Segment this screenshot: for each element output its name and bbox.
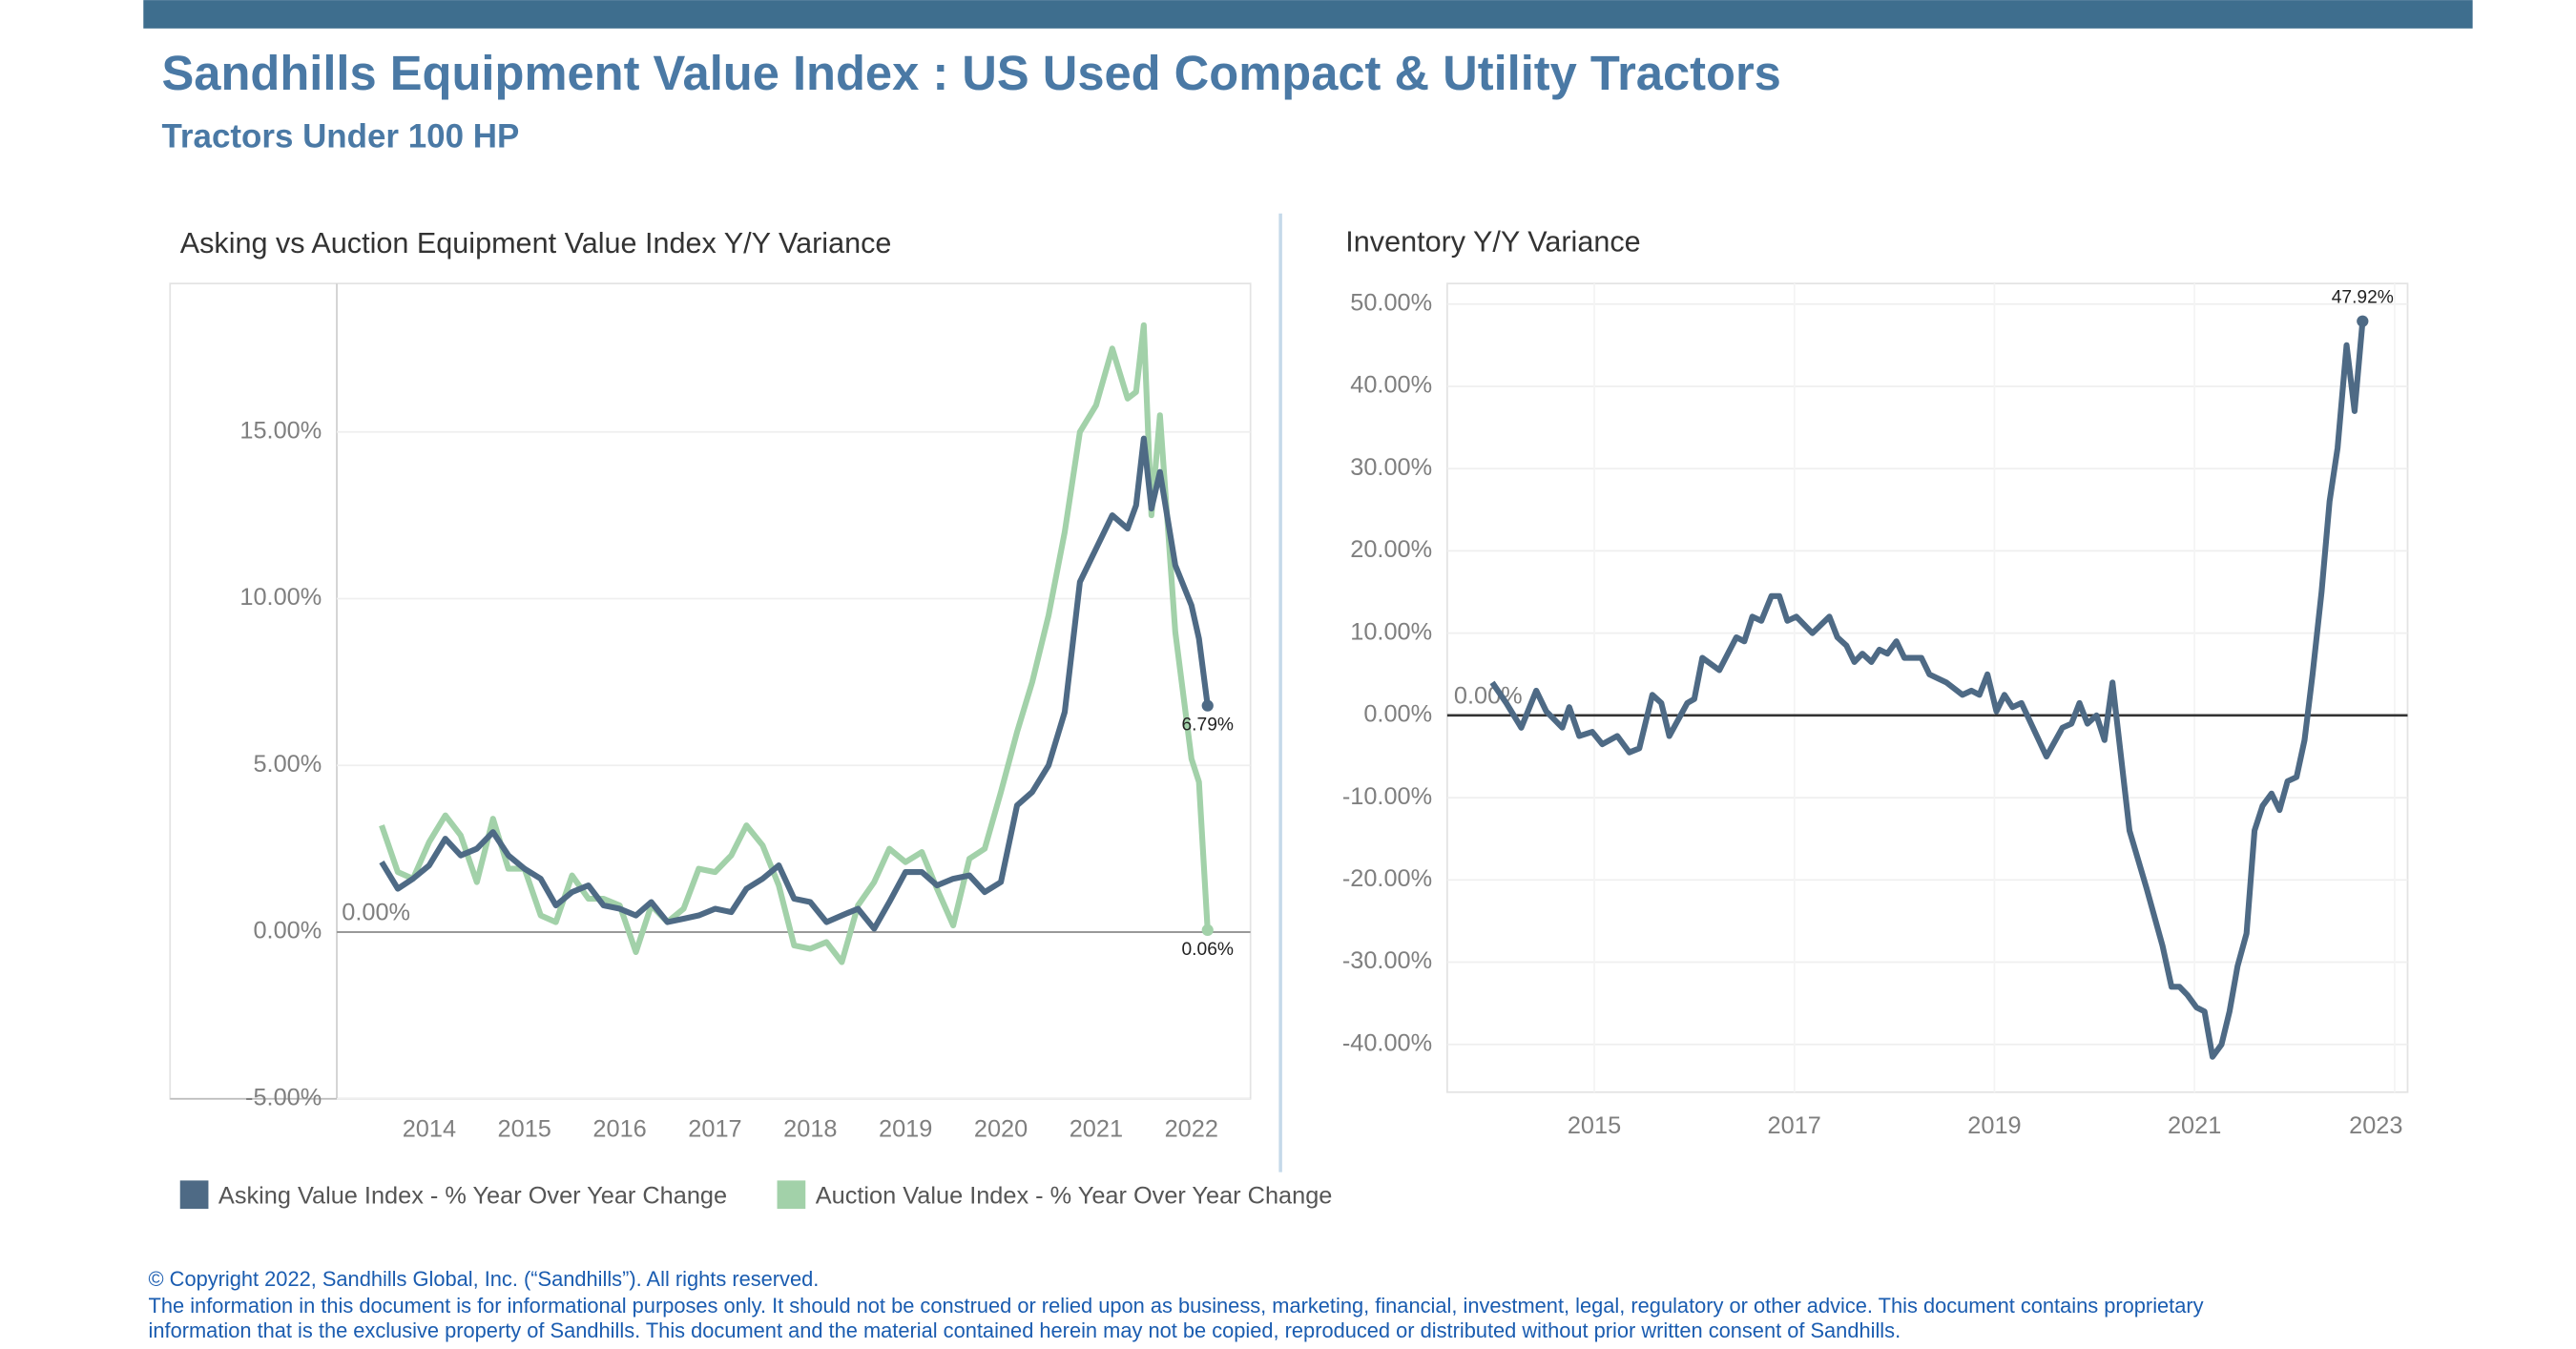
x-tick-label: 2015: [498, 1116, 551, 1143]
legend-swatch: [777, 1180, 806, 1210]
x-tick-label: 2021: [1070, 1116, 1123, 1143]
data-label: 47.92%: [2332, 287, 2394, 307]
y-tick-label: 20.00%: [1350, 536, 1432, 563]
y-tick-label: 10.00%: [1350, 618, 1432, 645]
y-tick-label: 40.00%: [1350, 372, 1432, 399]
page-subtitle: Tractors Under 100 HP: [162, 117, 520, 155]
x-tick-label: 2017: [688, 1116, 741, 1143]
zero-label: 0.00%: [342, 899, 410, 925]
x-tick-label: 2022: [1165, 1116, 1218, 1143]
y-tick-label: -20.00%: [1342, 865, 1432, 892]
end-point: [1201, 924, 1214, 937]
chart-title: Inventory Y/Y Variance: [1345, 225, 1640, 258]
end-point: [2357, 315, 2369, 327]
x-tick-label: 2014: [403, 1116, 456, 1143]
header-bar: [143, 0, 2473, 29]
page-title: Sandhills Equipment Value Index : US Use…: [162, 46, 1781, 100]
x-tick-label: 2019: [1967, 1112, 2021, 1139]
x-tick-label: 2023: [2349, 1112, 2402, 1139]
x-tick-label: 2018: [783, 1116, 837, 1143]
y-tick-label: 30.00%: [1350, 454, 1432, 481]
data-label: 6.79%: [1181, 716, 1234, 736]
copyright: © Copyright 2022, Sandhills Global, Inc.…: [149, 1267, 820, 1291]
plot-frame: [1446, 282, 2409, 1093]
x-tick-label: 2020: [974, 1116, 1028, 1143]
legend-swatch: [179, 1180, 209, 1210]
y-tick-label: -40.00%: [1342, 1029, 1432, 1056]
y-tick-label: 15.00%: [239, 417, 322, 444]
disclaimer: information that is the exclusive proper…: [149, 1318, 1901, 1342]
chart-title: Asking vs Auction Equipment Value Index …: [180, 227, 892, 259]
y-tick-label: 0.00%: [253, 918, 322, 944]
y-tick-label: 0.00%: [1363, 701, 1432, 728]
plot-frame: [169, 282, 1252, 1100]
y-tick-label: 10.00%: [239, 584, 322, 611]
x-tick-label: 2017: [1768, 1112, 1821, 1139]
x-tick-label: 2015: [1568, 1112, 1621, 1139]
series-line: [379, 322, 1211, 965]
y-tick-label: -5.00%: [245, 1084, 322, 1110]
x-tick-label: 2016: [592, 1116, 646, 1143]
data-label: 0.06%: [1181, 940, 1234, 960]
legend-label: Asking Value Index - % Year Over Year Ch…: [218, 1183, 727, 1210]
y-tick-label: -10.00%: [1342, 783, 1432, 810]
x-tick-label: 2019: [879, 1116, 932, 1143]
end-point: [1201, 699, 1214, 712]
y-tick-label: 5.00%: [253, 751, 322, 778]
x-tick-label: 2021: [2168, 1112, 2221, 1139]
legend-label: Auction Value Index - % Year Over Year C…: [816, 1183, 1333, 1210]
disclaimer: The information in this document is for …: [149, 1294, 2204, 1318]
zero-label: 0.00%: [1454, 682, 1523, 709]
y-tick-label: -30.00%: [1342, 947, 1432, 974]
series-line: [379, 435, 1211, 932]
y-tick-label: 50.00%: [1350, 289, 1432, 316]
series-line: [1489, 321, 2366, 1060]
